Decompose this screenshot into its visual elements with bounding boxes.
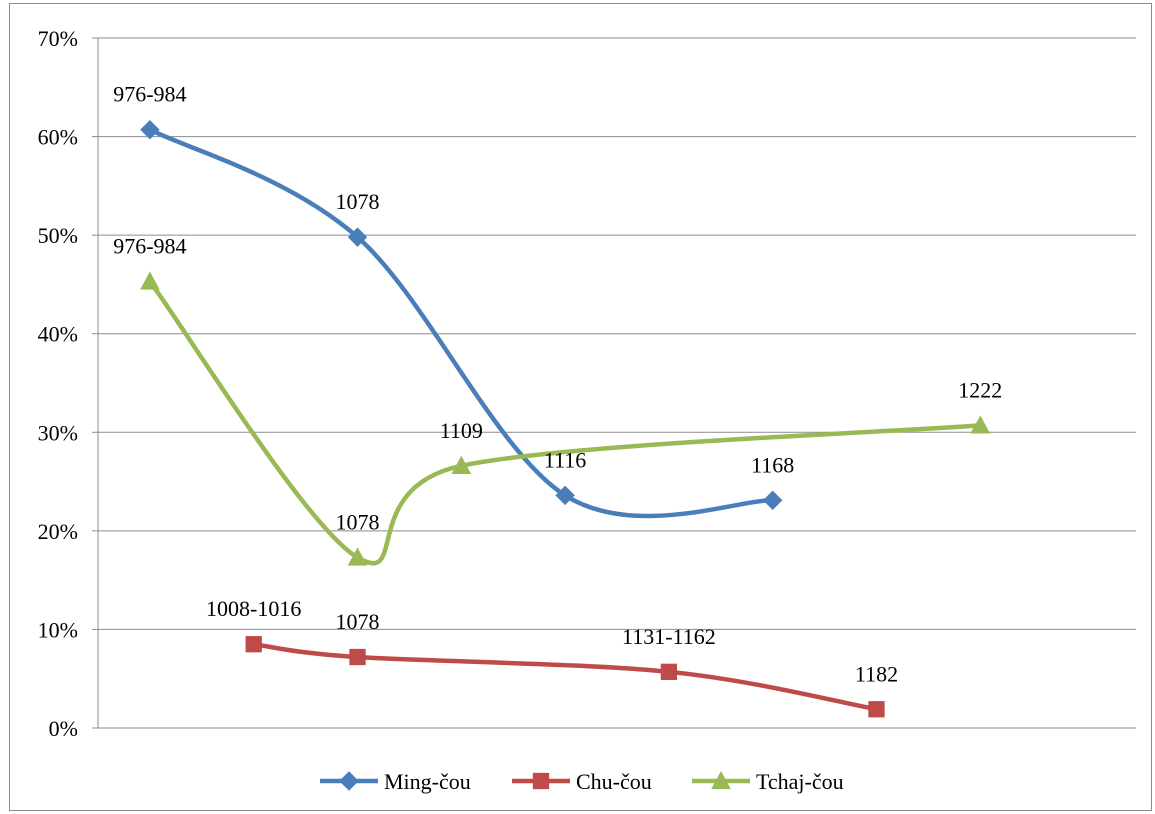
legend-item: Chu-čou	[512, 769, 652, 794]
legend-label: Ming-čou	[384, 769, 471, 794]
data-point-marker	[245, 636, 262, 653]
y-tick-label: 50%	[38, 223, 78, 248]
data-label: 1078	[336, 189, 380, 214]
chart-frame	[9, 3, 1152, 811]
data-label: 976-984	[113, 233, 186, 258]
data-label: 1109	[440, 418, 483, 443]
data-point-marker	[140, 271, 160, 290]
legend-label: Chu-čou	[576, 769, 652, 794]
y-tick-label: 40%	[38, 322, 78, 347]
data-label: 1182	[855, 661, 898, 686]
legend: Ming-čou Chu-čou Tchaj-čou	[320, 769, 844, 794]
data-label: 1222	[958, 377, 1002, 402]
y-tick-label: 70%	[38, 26, 78, 51]
series-diamond	[140, 119, 783, 519]
data-point-marker	[347, 547, 368, 566]
data-label: 976-984	[113, 82, 186, 107]
data-point-marker	[347, 227, 368, 247]
data-point-marker	[349, 648, 366, 666]
legend-swatch-marker	[339, 771, 359, 791]
legend-swatch-marker	[711, 770, 731, 790]
data-point-marker	[660, 663, 678, 680]
series-line	[251, 641, 879, 712]
legend-swatch-marker	[532, 772, 550, 790]
series-square	[245, 636, 885, 718]
gridlines	[98, 37, 1136, 630]
data-label: 1078	[336, 509, 380, 534]
axes	[92, 37, 1136, 729]
data-point-marker	[762, 490, 783, 511]
data-point-marker	[555, 485, 575, 506]
series-group	[140, 119, 991, 718]
data-point-marker	[970, 415, 991, 434]
series-line	[147, 127, 775, 519]
data-label: 1078	[336, 609, 380, 634]
legend-item: Tchaj-čou	[692, 769, 844, 794]
data-label: 1131-1162	[622, 624, 716, 649]
data-labels: 976-984 1078 1116 1168 1008-1016 1078 1131-116…	[113, 82, 1002, 687]
data-label: 1008-1016	[206, 596, 301, 621]
y-tick-label: 20%	[38, 519, 78, 544]
y-tick-label: 10%	[38, 617, 78, 642]
y-tick-label: 0%	[49, 716, 78, 741]
data-label: 1168	[751, 452, 794, 477]
legend-item: Ming-čou	[320, 769, 471, 794]
legend-label: Tchaj-čou	[756, 769, 844, 794]
data-point-marker	[868, 701, 885, 718]
y-axis-tick-labels: 0% 10% 20% 30% 40% 50% 60% 70%	[38, 26, 78, 741]
data-label: 1116	[544, 447, 586, 472]
data-point-marker	[451, 455, 472, 474]
y-tick-label: 30%	[38, 420, 78, 445]
data-point-marker	[140, 119, 160, 140]
y-tick-label: 60%	[38, 125, 78, 150]
series-triangle	[140, 271, 991, 566]
series-line	[147, 279, 983, 566]
